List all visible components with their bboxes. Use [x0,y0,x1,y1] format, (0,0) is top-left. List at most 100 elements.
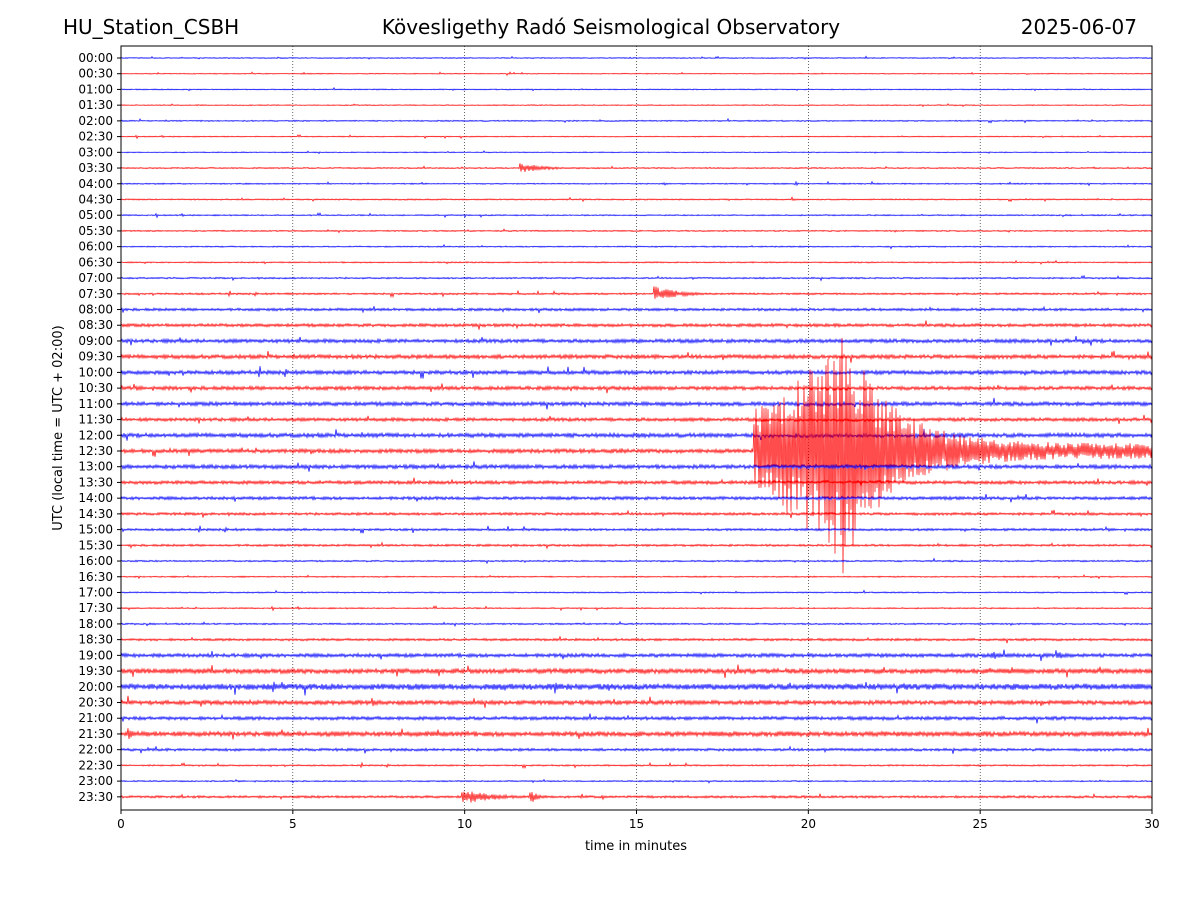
y-tick-label: 07:00 [78,271,113,285]
trace-2300 [121,778,1152,784]
trace-1730 [121,605,1152,612]
x-tick-label: 0 [117,817,125,831]
trace-2330 [121,791,1152,803]
trace-2200 [121,745,1152,754]
y-tick-label: 22:30 [78,758,113,772]
y-tick-label: 09:30 [78,350,113,364]
trace-0300 [121,150,1152,155]
y-tick-label: 12:30 [78,444,113,458]
y-tick-label: 19:00 [78,648,113,662]
trace-1230 [121,338,1152,574]
y-tick-label: 16:00 [78,554,113,568]
y-tick-label: 04:00 [78,177,113,191]
trace-2100 [121,713,1152,724]
trace-1530 [121,541,1152,550]
y-tick-label: 18:30 [78,633,113,647]
trace-1930 [121,664,1152,678]
trace-0900 [121,336,1152,346]
x-tick-label: 20 [801,817,816,831]
x-axis-ticks: 0 5 10 15 20 25 30 [117,810,1160,831]
y-tick-label: 20:00 [78,680,113,694]
y-tick-label: 05:00 [78,208,113,222]
trace-0600 [121,243,1152,250]
y-tick-label: 19:30 [78,664,113,678]
trace-0930 [121,350,1152,363]
trace-1500 [121,525,1152,534]
trace-0530 [121,228,1152,234]
y-tick-label: 20:30 [78,696,113,710]
trace-1900 [121,649,1152,662]
trace-1030 [121,383,1152,394]
trace-2230 [121,761,1152,770]
trace-0100 [121,87,1152,92]
y-tick-label: 08:00 [78,303,113,317]
trace-0000 [121,55,1152,60]
date-title: 2025-06-07 [1020,15,1137,39]
y-axis-label: UTC (local time = UTC + 02:00) [51,325,66,530]
y-tick-label: 15:30 [78,538,113,552]
y-tick-label: 06:30 [78,255,113,269]
y-tick-label: 12:00 [78,428,113,442]
y-tick-label: 10:00 [78,365,113,379]
x-tick-label: 30 [1144,817,1159,831]
y-tick-label: 07:30 [78,287,113,301]
trace-1400 [121,494,1152,503]
y-tick-label: 18:00 [78,617,113,631]
trace-1830 [121,636,1152,644]
y-tick-label: 23:30 [78,790,113,804]
x-tick-label: 5 [289,817,297,831]
y-tick-label: 05:30 [78,224,113,238]
y-tick-label: 14:00 [78,491,113,505]
trace-1000 [121,366,1152,379]
trace-0800 [121,305,1152,314]
trace-0500 [121,212,1152,219]
trace-1700 [121,589,1152,596]
trace-0630 [121,259,1152,265]
y-tick-label: 15:00 [78,523,113,537]
trace-0230 [121,134,1152,140]
trace-0130 [121,103,1152,108]
trace-2130 [121,727,1152,740]
y-tick-label: 09:00 [78,334,113,348]
y-tick-label: 11:00 [78,397,113,411]
trace-1200 [121,428,1152,441]
y-tick-label: 00:30 [78,67,113,81]
trace-0030 [121,71,1152,77]
y-tick-label: 13:00 [78,460,113,474]
y-tick-label: 22:00 [78,743,113,757]
y-tick-label: 02:00 [78,114,113,128]
y-tick-label: 21:30 [78,727,113,741]
y-tick-label: 16:30 [78,570,113,584]
station-title: HU_Station_CSBH [63,15,240,39]
trace-2000 [121,681,1152,696]
trace-1300 [121,461,1152,472]
y-tick-label: 23:00 [78,774,113,788]
trace-1100 [121,397,1152,410]
trace-0200 [121,117,1152,124]
y-tick-label: 03:30 [78,161,113,175]
y-tick-label: 04:30 [78,192,113,206]
y-tick-label: 08:30 [78,318,113,332]
seismic-traces [121,55,1152,803]
x-tick-label: 25 [973,817,988,831]
y-tick-label: 13:30 [78,475,113,489]
trace-0830 [121,320,1152,330]
y-tick-label: 17:00 [78,585,113,599]
trace-0330 [121,163,1152,172]
x-tick-label: 10 [457,817,472,831]
y-tick-label: 11:30 [78,413,113,427]
y-tick-label: 10:30 [78,381,113,395]
y-tick-label: 02:30 [78,130,113,144]
y-tick-label: 14:30 [78,507,113,521]
trace-1600 [121,557,1152,565]
trace-0730 [121,286,1152,299]
trace-2030 [121,695,1152,708]
trace-1630 [121,574,1152,580]
y-tick-label: 17:30 [78,601,113,615]
y-tick-label: 21:00 [78,711,113,725]
x-tick-label: 15 [629,817,644,831]
y-tick-label: 01:30 [78,98,113,112]
chart-title: Kövesligethy Radó Seismological Observat… [381,15,841,39]
